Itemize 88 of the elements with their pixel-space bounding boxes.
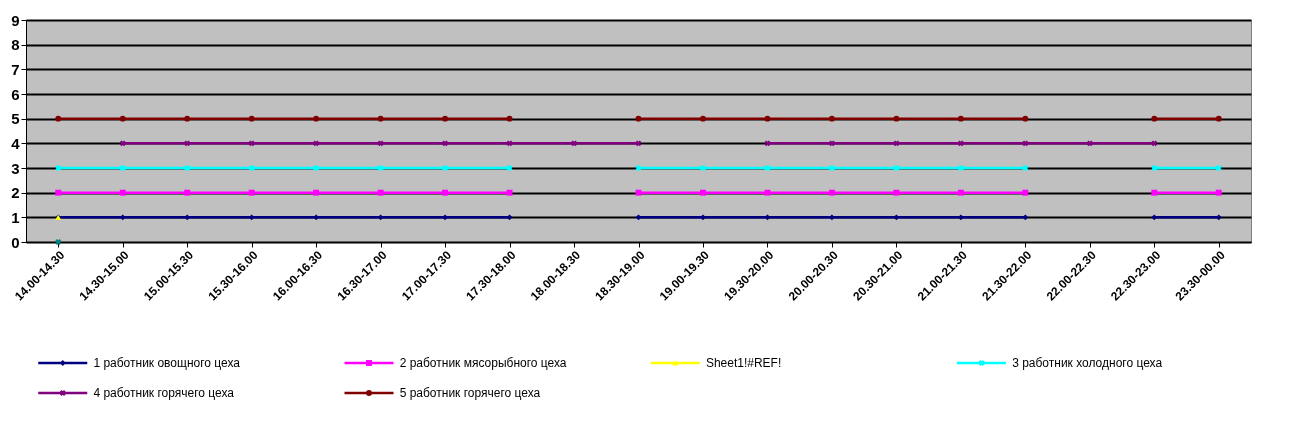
point: [764, 214, 771, 221]
legend-label: 4 работник горячего цеха: [93, 386, 235, 400]
legend-label: 5 работник горячего цеха: [399, 386, 541, 400]
point: [506, 189, 513, 196]
point: [1022, 140, 1029, 147]
point: [893, 140, 900, 147]
point: [184, 140, 191, 147]
point: [828, 189, 835, 196]
point: [764, 189, 771, 196]
point: [442, 189, 449, 196]
legend-label: 2 работник мясорыбного цеха: [399, 356, 567, 370]
point: [442, 165, 449, 171]
point: [700, 189, 706, 196]
point: [828, 140, 835, 147]
point: [1022, 189, 1029, 196]
point: [506, 214, 513, 221]
y-tick-label: 4: [11, 134, 21, 152]
point: [700, 214, 706, 221]
point: [248, 140, 255, 147]
legend-label: 1 работник овощного цеха: [93, 356, 241, 370]
point: [313, 189, 320, 196]
point: [119, 165, 126, 171]
point: [313, 140, 320, 147]
point: [184, 189, 191, 196]
point: [248, 165, 255, 171]
point: [893, 189, 900, 196]
y-tick-label: 3: [11, 159, 20, 177]
point: [377, 115, 384, 122]
point: [377, 214, 384, 221]
point: [1215, 165, 1222, 171]
point: [55, 165, 62, 171]
point: [1151, 115, 1158, 122]
point: [377, 140, 384, 147]
point: [957, 189, 964, 196]
point: [893, 165, 900, 171]
y-tick-label: 5: [11, 110, 20, 128]
point: [506, 140, 513, 147]
point: [442, 140, 449, 147]
point: [635, 140, 642, 147]
point: [55, 115, 62, 122]
point: [377, 165, 384, 171]
point: [764, 165, 771, 171]
point: [1215, 115, 1222, 122]
y-tick-label: 8: [11, 36, 20, 54]
point: [957, 115, 964, 122]
point: [248, 115, 255, 122]
point: [119, 115, 126, 122]
point: [957, 140, 964, 147]
point: [1215, 189, 1222, 196]
point: [1022, 115, 1029, 122]
point: [377, 189, 384, 196]
point: [700, 115, 706, 122]
point: [635, 115, 642, 122]
point: [1151, 140, 1158, 147]
point: [828, 115, 835, 122]
point: [248, 189, 255, 196]
y-tick-label: 7: [11, 60, 20, 78]
y-tick-label: 6: [11, 85, 20, 103]
point: [506, 115, 513, 122]
point: [571, 140, 577, 147]
point: [700, 165, 706, 171]
y-tick-label: 1: [11, 208, 20, 226]
point: [119, 140, 126, 147]
point: [442, 115, 449, 122]
point: [184, 165, 191, 171]
point: [893, 214, 900, 221]
point: [764, 115, 771, 122]
point: [1151, 165, 1158, 171]
point: [635, 165, 642, 171]
point: [828, 165, 835, 171]
y-tick-label: 0: [11, 233, 20, 251]
point: [313, 115, 320, 122]
y-tick-label: 2: [11, 184, 20, 202]
point: [893, 115, 900, 122]
legend-label: 3 работник холодного цеха: [1012, 356, 1163, 370]
point: [55, 189, 62, 196]
point: [313, 165, 320, 171]
point: [764, 140, 771, 147]
y-tick-label: 9: [11, 11, 20, 29]
point: [1151, 189, 1158, 196]
point: [506, 165, 513, 171]
point: [1022, 165, 1029, 171]
point: [635, 214, 642, 221]
point: [957, 165, 964, 171]
point: [119, 189, 126, 196]
point: [184, 115, 191, 122]
legend-label: Sheet1!#REF!: [705, 356, 782, 370]
point: [1086, 140, 1093, 147]
